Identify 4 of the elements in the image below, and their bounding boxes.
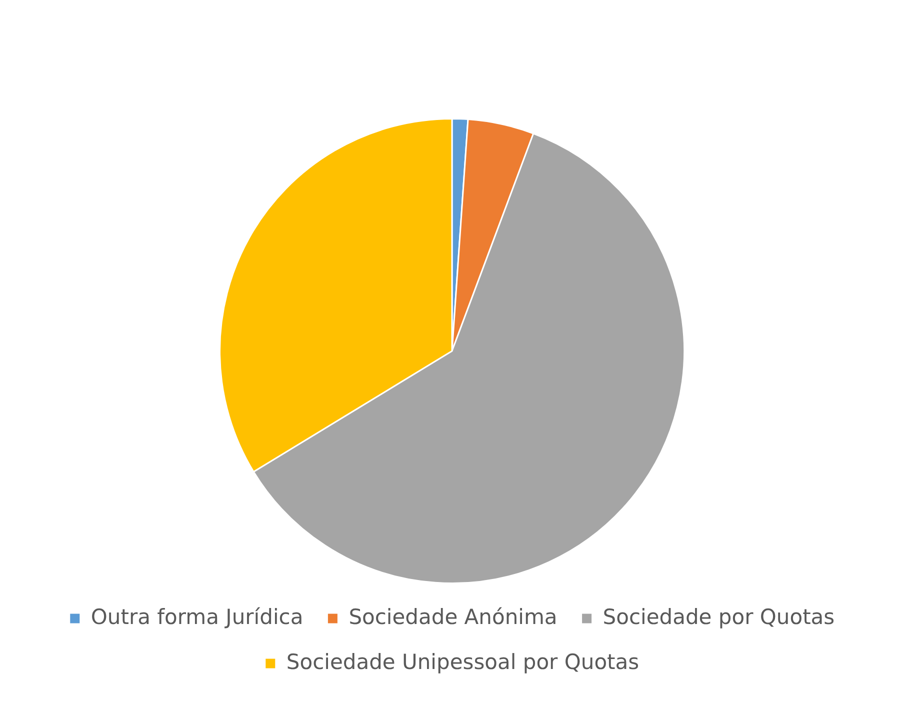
- legend-label: Sociedade Unipessoal por Quotas: [286, 650, 640, 674]
- legend-label: Sociedade Anónima: [348, 604, 558, 629]
- legend-label: Sociedade por Quotas: [602, 604, 835, 629]
- legend-label: Outra forma Jurídica: [90, 604, 304, 629]
